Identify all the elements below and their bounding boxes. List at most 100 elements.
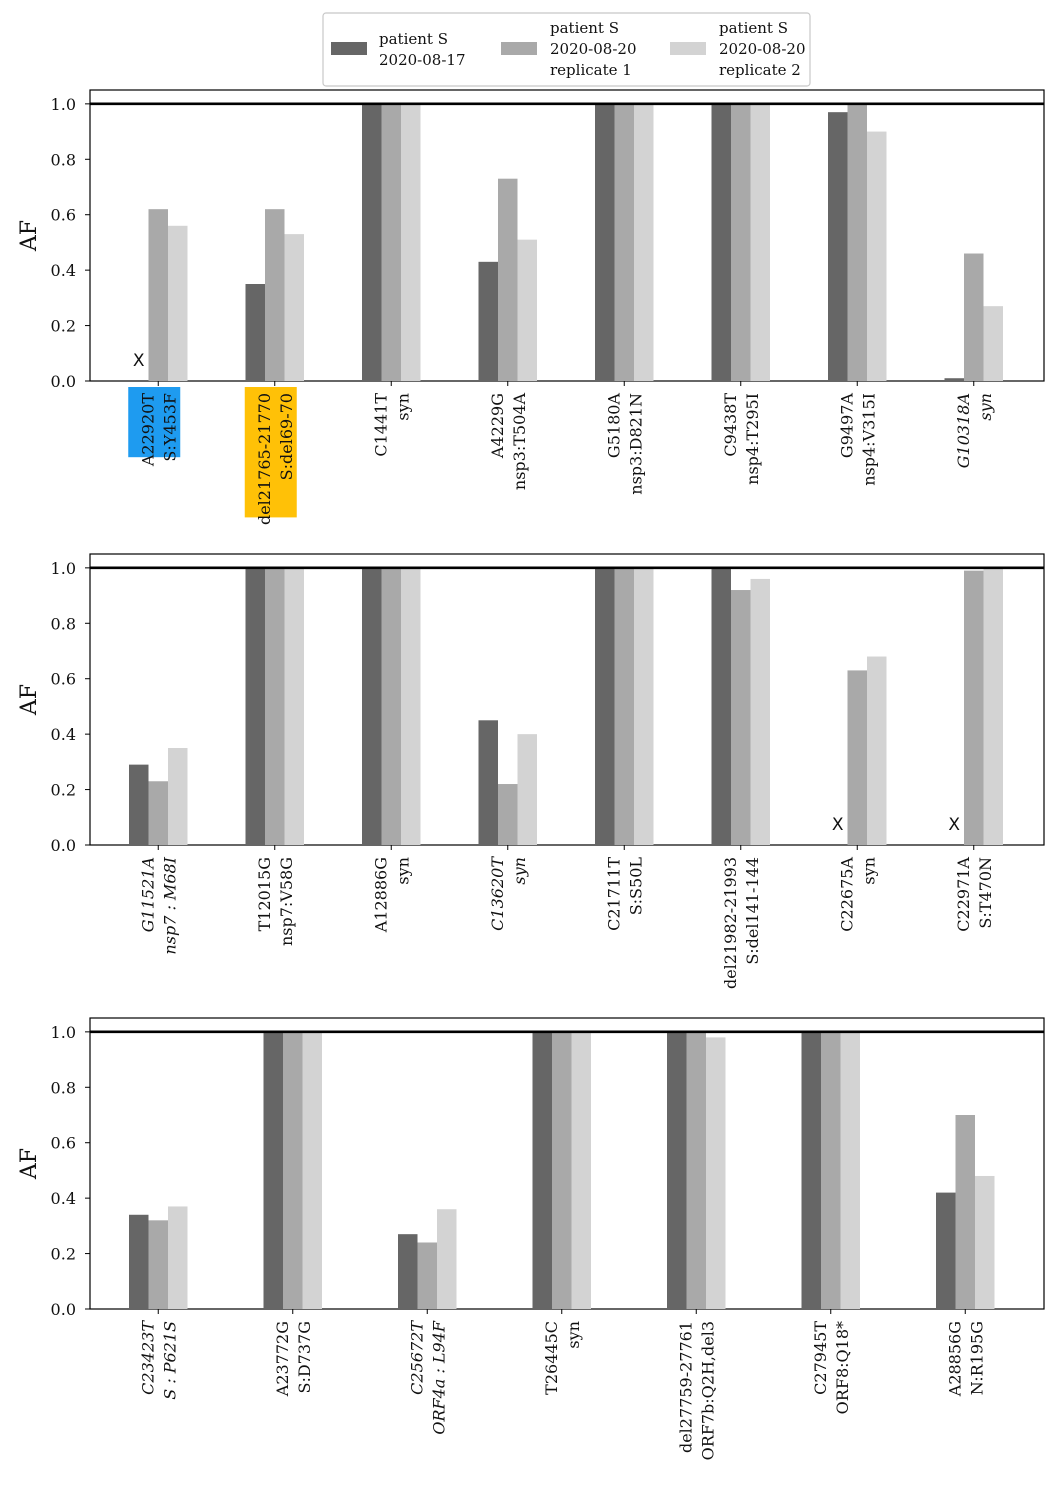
missing-marker: X xyxy=(948,815,960,835)
bar xyxy=(168,748,188,845)
legend-label-0-1: 2020-08-17 xyxy=(379,51,465,69)
bar xyxy=(437,1209,457,1309)
x-tick-label-line: G10318A xyxy=(954,393,973,468)
legend-swatch-1 xyxy=(501,42,537,55)
bar xyxy=(401,103,421,381)
legend-label-1-2: replicate 1 xyxy=(550,61,632,79)
bar xyxy=(955,1115,975,1309)
legend-label-2-0: patient S xyxy=(719,19,788,37)
y-tick-label: 0.6 xyxy=(51,206,76,225)
x-tick-label-line: S:D737G xyxy=(295,1321,314,1394)
y-tick-label: 0.2 xyxy=(51,1245,76,1264)
y-tick-label: 0.0 xyxy=(51,372,76,391)
x-tick-label-line: S:T470N xyxy=(976,857,995,929)
y-axis-label: AF xyxy=(17,1148,42,1180)
y-tick-label: 0.2 xyxy=(51,781,76,800)
x-tick-label-line: nsp7 : M68I xyxy=(160,856,179,954)
bar xyxy=(283,1031,303,1309)
missing-marker: X xyxy=(133,351,145,371)
x-tick-label-line: syn xyxy=(510,857,529,885)
bar xyxy=(129,764,149,845)
bar xyxy=(401,567,421,845)
x-tick-label-line: S:S50L xyxy=(626,857,645,916)
bar xyxy=(595,103,615,381)
bar xyxy=(936,1192,956,1309)
x-tick-label-line: C25672T xyxy=(407,1320,426,1395)
y-tick-label: 0.4 xyxy=(51,261,76,280)
x-tick-label-line: ORF7b:Q2H,del3 xyxy=(698,1321,717,1460)
y-tick-label: 1.0 xyxy=(51,95,76,114)
x-tick-label-line: nsp4:T295I xyxy=(743,393,762,485)
bar xyxy=(517,239,537,381)
bar xyxy=(284,567,304,845)
y-tick-label: 0.8 xyxy=(51,150,76,169)
x-tick-label-line: C1441T xyxy=(371,393,390,457)
bar xyxy=(245,567,265,845)
bar xyxy=(750,578,770,845)
x-tick-label: C13620T syn xyxy=(488,856,529,931)
axes-frame xyxy=(89,89,1045,382)
legend-label-2-2: replicate 2 xyxy=(719,61,801,79)
bar xyxy=(711,103,731,381)
bar xyxy=(498,178,518,381)
bar xyxy=(614,103,634,381)
bar xyxy=(706,1037,726,1309)
bar xyxy=(828,112,848,382)
x-tick-label-line: C22971A xyxy=(954,857,973,932)
y-tick-label: 0.8 xyxy=(51,1078,76,1097)
bar xyxy=(983,306,1003,381)
bar xyxy=(381,567,401,845)
chart-panels: 0.0 0.2 0.4 0.6 0.8 1.0 AF X A22920T S:Y453F del21… xyxy=(17,89,1045,1460)
bar xyxy=(148,781,168,845)
x-tick-label: C27945T ORF8:Q18* xyxy=(811,1321,852,1415)
bar xyxy=(847,670,867,845)
x-tick-label: A23772G S:D737G xyxy=(273,1321,314,1397)
x-tick-label: A4229G nsp3:T504A xyxy=(488,393,529,491)
x-tick-label: A28856G N:R195G xyxy=(945,1321,986,1397)
x-tick-label: G9497A nsp4:V315I xyxy=(837,393,878,486)
y-tick-label: 0.2 xyxy=(51,317,76,336)
bar xyxy=(731,103,751,381)
bar xyxy=(840,1031,860,1309)
bar xyxy=(417,1242,437,1309)
legend: patient S 2020-08-17 patient S 2020-08-20 re… xyxy=(322,12,811,87)
x-tick-label-line: C27945T xyxy=(811,1321,830,1395)
y-tick-label: 1.0 xyxy=(51,1023,76,1042)
bar xyxy=(983,567,1003,845)
legend-swatch-2 xyxy=(670,42,706,55)
y-tick-label: 0.0 xyxy=(51,1300,76,1319)
x-tick-label: del27759-27761 ORF7b:Q2H,del3 xyxy=(676,1321,717,1460)
bar xyxy=(284,234,304,381)
x-tick-label-line: nsp7:V58G xyxy=(277,857,296,946)
x-tick-label-line: T26445C xyxy=(542,1321,561,1395)
y-tick-label: 0.8 xyxy=(51,614,76,633)
legend-label-0-0: patient S xyxy=(379,30,448,48)
x-tick-label: C22675A syn xyxy=(837,857,878,932)
x-tick-label-line: nsp3:T504A xyxy=(510,393,529,491)
x-tick-label-line: C13620T xyxy=(488,856,507,931)
y-tick-label: 0.4 xyxy=(51,1189,76,1208)
bar xyxy=(964,570,984,845)
x-tick-label: G11521A nsp7 : M68I xyxy=(138,856,179,954)
x-tick-label-line: A22920T xyxy=(138,393,157,467)
x-tick-label-line: syn xyxy=(564,1321,583,1349)
bar xyxy=(847,103,867,381)
x-tick-label-line: nsp3:D821N xyxy=(626,393,645,495)
x-tick-label-line: A23772G xyxy=(273,1321,292,1397)
bar xyxy=(532,1031,552,1309)
x-tick-label-line: T12015G xyxy=(255,857,274,931)
bar xyxy=(302,1031,322,1309)
x-tick-label-line: N:R195G xyxy=(967,1321,986,1395)
x-tick-label-line: syn xyxy=(393,393,412,421)
bar xyxy=(975,1175,995,1309)
legend-label-1-1: 2020-08-20 xyxy=(550,40,636,58)
x-tick-label-line: ORF8:Q18* xyxy=(833,1321,852,1414)
x-tick-label: C25672T ORF4a : L94F xyxy=(407,1320,448,1435)
x-tick-label: T12015G nsp7:V58G xyxy=(255,857,296,946)
bar xyxy=(750,103,770,381)
bar xyxy=(517,734,537,845)
y-tick-label: 0.0 xyxy=(51,836,76,855)
bar xyxy=(498,784,518,845)
bar xyxy=(944,378,964,381)
label-highlight-blue xyxy=(128,387,181,458)
